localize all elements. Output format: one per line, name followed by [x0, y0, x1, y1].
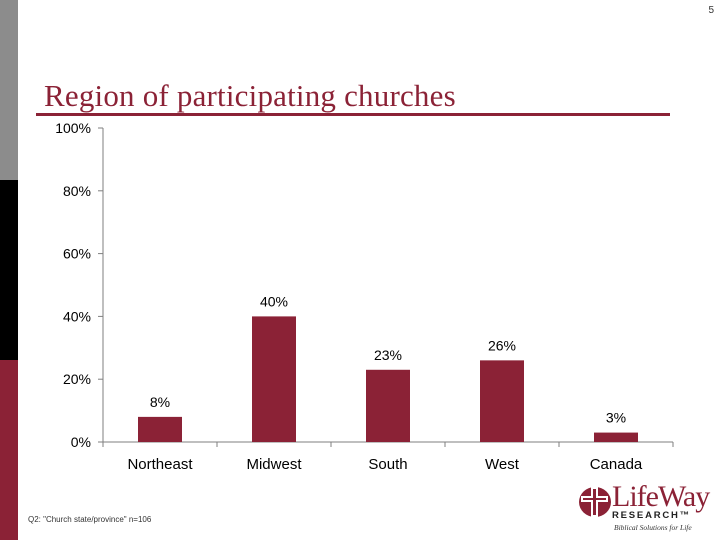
data-label: 40%: [260, 293, 288, 309]
cross-icon: [579, 487, 611, 517]
category-label: Midwest: [246, 456, 302, 473]
bar: [594, 432, 638, 442]
lifeway-research-logo: LifeWay RESEARCH™ Biblical Solutions for…: [578, 480, 714, 536]
category-label: Northeast: [127, 456, 193, 473]
bar: [138, 416, 182, 442]
sidebar-strip-red: [0, 360, 18, 540]
y-tick-label: 60%: [63, 246, 91, 262]
bar: [480, 360, 524, 442]
data-label: 8%: [150, 394, 170, 410]
chart-title: Region of participating churches: [44, 78, 456, 113]
footnote: Q2: "Church state/province" n=106: [28, 515, 152, 524]
bar: [252, 316, 296, 442]
logo-subtitle: RESEARCH™: [612, 510, 692, 521]
y-tick-label: 80%: [63, 183, 91, 199]
y-tick-label: 20%: [63, 371, 91, 387]
y-tick-label: 0%: [71, 434, 91, 450]
sidebar-strip-gray: [0, 0, 18, 180]
y-tick-label: 100%: [55, 120, 91, 136]
logo-wordmark: LifeWay: [612, 480, 710, 513]
title-underline: [36, 113, 670, 116]
y-tick-label: 40%: [63, 308, 91, 324]
data-label: 3%: [606, 410, 626, 426]
sidebar-strip-black: [0, 180, 18, 360]
logo-tagline: Biblical Solutions for Life: [614, 523, 692, 532]
category-label: South: [368, 456, 407, 473]
bar: [366, 369, 410, 442]
category-label: West: [485, 456, 520, 473]
page-number: 5: [708, 5, 714, 16]
data-label: 23%: [374, 347, 402, 363]
category-label: Canada: [590, 456, 643, 473]
data-label: 26%: [488, 337, 516, 353]
